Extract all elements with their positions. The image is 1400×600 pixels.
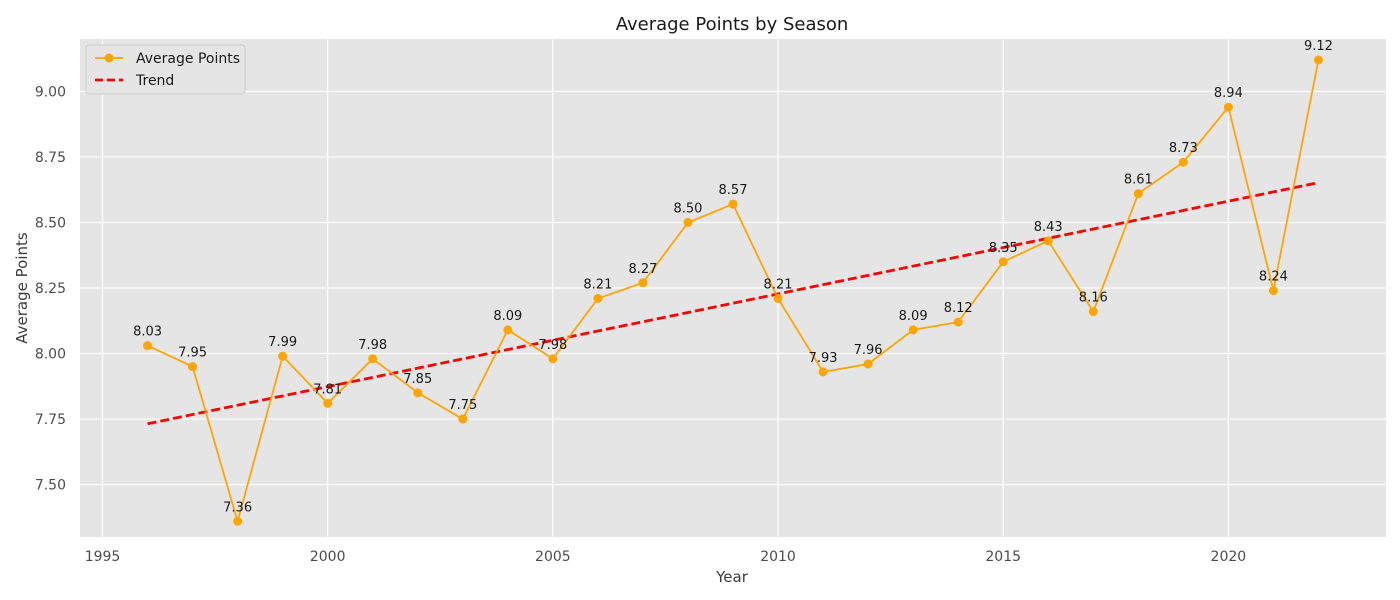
y-axis-label: Average Points xyxy=(13,232,31,344)
gridlines xyxy=(80,39,1386,537)
data-point xyxy=(593,293,603,303)
trend-line xyxy=(147,181,1319,426)
data-label: 7.85 xyxy=(403,372,432,387)
x-tick-label: 2000 xyxy=(310,549,346,565)
data-point xyxy=(143,341,153,351)
data-label: 8.24 xyxy=(1259,270,1288,285)
x-tick-label: 2010 xyxy=(760,549,796,565)
legend-box xyxy=(85,44,246,95)
data-point xyxy=(413,388,423,398)
data-point xyxy=(953,317,963,327)
y-tick-label: 9.00 xyxy=(35,84,66,100)
data-point xyxy=(728,199,738,209)
data-point xyxy=(233,516,243,526)
data-point xyxy=(1223,102,1233,112)
data-label: 7.36 xyxy=(223,500,252,515)
data-label: 8.09 xyxy=(493,309,522,324)
y-tick-label: 7.50 xyxy=(35,478,66,494)
y-tick-label: 7.75 xyxy=(35,412,66,428)
series-layer xyxy=(143,55,1323,526)
data-label: 7.98 xyxy=(358,338,387,353)
data-label: 8.50 xyxy=(673,201,702,216)
y-tick-label: 8.50 xyxy=(35,215,66,231)
data-label: 8.16 xyxy=(1079,291,1108,306)
legend-label-trend: Trend xyxy=(135,73,174,89)
data-point xyxy=(1178,157,1188,167)
data-label: 9.12 xyxy=(1304,39,1333,54)
x-tick-label: 2015 xyxy=(985,549,1021,565)
data-label: 8.21 xyxy=(764,277,793,292)
data-label: 8.57 xyxy=(719,183,748,198)
data-label: 8.12 xyxy=(944,301,973,316)
legend-marker-average-points xyxy=(104,53,114,63)
data-point xyxy=(1313,55,1323,65)
data-label: 7.95 xyxy=(178,346,207,361)
data-point xyxy=(503,325,513,335)
data-point xyxy=(368,354,378,364)
data-label: 7.93 xyxy=(809,351,838,366)
data-point xyxy=(998,257,1008,267)
x-axis-label: Year xyxy=(715,568,749,586)
legend-label-average-points: Average Points xyxy=(136,51,240,67)
legend: Average Points Trend xyxy=(85,44,246,95)
data-point xyxy=(818,367,828,377)
y-tick-label: 8.00 xyxy=(35,347,66,363)
data-point xyxy=(278,351,288,361)
data-point xyxy=(863,359,873,369)
trend-layer xyxy=(147,181,1319,426)
y-tick-label: 8.75 xyxy=(35,150,66,166)
x-tick-label: 2005 xyxy=(535,549,571,565)
data-label: 7.75 xyxy=(448,398,477,413)
chart-title: Average Points by Season xyxy=(616,14,849,35)
data-labels: 8.03 7.95 7.36 7.99 7.81 7.98 7.85 7.75 8.09 7.98… xyxy=(133,39,1333,515)
data-label: 8.73 xyxy=(1169,141,1198,156)
data-point xyxy=(1133,189,1143,199)
data-point xyxy=(773,293,783,303)
data-label: 7.99 xyxy=(268,335,297,350)
data-point xyxy=(458,414,468,424)
data-label: 8.35 xyxy=(989,241,1018,256)
data-label: 8.21 xyxy=(583,277,612,292)
tick-labels: 1995 2000 2005 2010 2015 2020 7.50 7.75 8.00 8.25… xyxy=(35,84,1246,565)
data-point xyxy=(1043,236,1053,246)
data-label: 8.27 xyxy=(628,262,657,277)
data-point xyxy=(683,217,693,227)
data-point xyxy=(638,278,648,288)
data-label: 8.94 xyxy=(1214,86,1243,101)
data-point xyxy=(188,362,198,372)
data-label: 8.61 xyxy=(1124,173,1153,188)
data-label: 7.81 xyxy=(313,382,342,397)
data-label: 7.98 xyxy=(538,338,567,353)
data-point xyxy=(908,325,918,335)
data-label: 7.96 xyxy=(854,343,883,358)
data-point xyxy=(548,354,558,364)
data-point xyxy=(1268,286,1278,296)
data-label: 8.43 xyxy=(1034,220,1063,235)
data-point xyxy=(323,398,333,408)
data-label: 8.09 xyxy=(899,309,928,324)
x-tick-label: 2020 xyxy=(1211,549,1247,565)
data-point xyxy=(1088,307,1098,317)
x-tick-label: 1995 xyxy=(85,549,121,565)
y-tick-label: 8.25 xyxy=(35,281,66,297)
data-label: 8.03 xyxy=(133,325,162,340)
